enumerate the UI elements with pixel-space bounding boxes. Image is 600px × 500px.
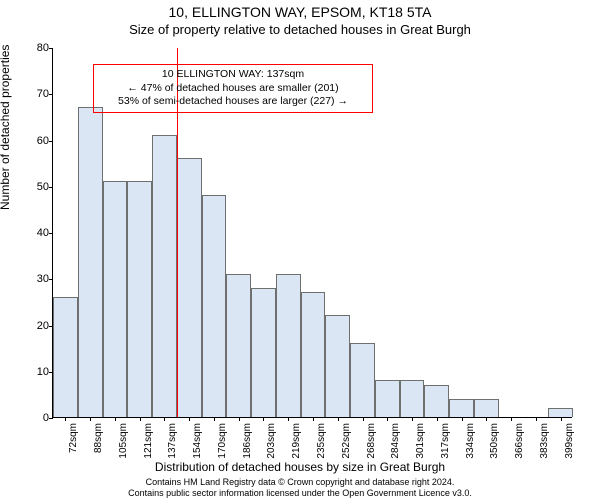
x-tick-label: 350sqm [489, 423, 500, 459]
x-axis-label: Distribution of detached houses by size … [0, 460, 600, 474]
x-tick-label: 170sqm [217, 423, 228, 459]
chart-container: 10, ELLINGTON WAY, EPSOM, KT18 5TA Size … [0, 0, 600, 500]
bar [350, 343, 375, 417]
y-tick-mark [49, 48, 53, 49]
plot-area: 0102030405060708072sqm88sqm105sqm121sqm1… [52, 48, 572, 418]
x-tick-mark [90, 417, 91, 421]
x-tick-mark [412, 417, 413, 421]
footer-line2: Contains public sector information licen… [0, 488, 600, 498]
x-tick-mark [363, 417, 364, 421]
bar [400, 380, 425, 417]
x-tick-label: 317sqm [440, 423, 451, 459]
title-sub: Size of property relative to detached ho… [0, 20, 600, 37]
bar [276, 274, 301, 417]
y-tick-label: 20 [37, 320, 49, 332]
bar [202, 195, 227, 417]
bar [424, 385, 449, 417]
bar [375, 380, 400, 417]
y-tick-mark [49, 233, 53, 234]
bar [78, 107, 103, 417]
y-tick-label: 70 [37, 88, 49, 100]
x-tick-mark [214, 417, 215, 421]
bar [177, 158, 202, 417]
x-tick-mark [561, 417, 562, 421]
x-tick-mark [462, 417, 463, 421]
bar [53, 297, 78, 417]
x-tick-label: 88sqm [93, 423, 104, 453]
x-tick-mark [338, 417, 339, 421]
title-main: 10, ELLINGTON WAY, EPSOM, KT18 5TA [0, 0, 600, 20]
x-tick-label: 154sqm [192, 423, 203, 459]
footer-line1: Contains HM Land Registry data © Crown c… [0, 477, 600, 487]
x-tick-label: 252sqm [341, 423, 352, 459]
x-tick-label: 383sqm [539, 423, 550, 459]
x-tick-label: 186sqm [242, 423, 253, 459]
x-tick-mark [288, 417, 289, 421]
x-tick-label: 235sqm [316, 423, 327, 459]
y-tick-mark [49, 141, 53, 142]
footer-attribution: Contains HM Land Registry data © Crown c… [0, 477, 600, 498]
x-tick-mark [164, 417, 165, 421]
y-tick-label: 50 [37, 181, 49, 193]
x-tick-label: 301sqm [415, 423, 426, 459]
x-tick-label: 105sqm [118, 423, 129, 459]
x-tick-mark [437, 417, 438, 421]
bar [226, 274, 251, 417]
bar [127, 181, 152, 417]
annotation-line: 53% of semi-detached houses are larger (… [100, 95, 366, 109]
annotation-box: 10 ELLINGTON WAY: 137sqm← 47% of detache… [93, 64, 373, 113]
annotation-line: ← 47% of detached houses are smaller (20… [100, 82, 366, 96]
x-tick-mark [189, 417, 190, 421]
bar [449, 399, 474, 418]
y-tick-mark [49, 94, 53, 95]
x-tick-mark [387, 417, 388, 421]
x-tick-label: 399sqm [564, 423, 575, 459]
bar [301, 292, 326, 417]
bar [251, 288, 276, 418]
x-tick-mark [486, 417, 487, 421]
bar [152, 135, 177, 417]
x-tick-mark [140, 417, 141, 421]
x-tick-label: 219sqm [291, 423, 302, 459]
bar [548, 408, 573, 417]
y-tick-label: 60 [37, 135, 49, 147]
y-tick-mark [49, 187, 53, 188]
y-tick-label: 30 [37, 273, 49, 285]
x-tick-label: 284sqm [390, 423, 401, 459]
y-tick-label: 80 [37, 42, 49, 54]
y-tick-label: 40 [37, 227, 49, 239]
x-tick-mark [239, 417, 240, 421]
annotation-line: 10 ELLINGTON WAY: 137sqm [100, 68, 366, 82]
x-tick-label: 268sqm [366, 423, 377, 459]
x-tick-label: 137sqm [167, 423, 178, 459]
y-tick-label: 10 [37, 366, 49, 378]
x-tick-label: 203sqm [266, 423, 277, 459]
y-axis-label: Number of detached properties [0, 45, 12, 210]
x-tick-label: 334sqm [465, 423, 476, 459]
x-tick-label: 72sqm [68, 423, 79, 453]
y-tick-label: 0 [43, 412, 49, 424]
x-tick-mark [263, 417, 264, 421]
x-tick-mark [313, 417, 314, 421]
y-tick-mark [49, 418, 53, 419]
bar [474, 399, 499, 418]
x-tick-mark [536, 417, 537, 421]
x-tick-label: 121sqm [143, 423, 154, 459]
y-tick-mark [49, 279, 53, 280]
x-tick-mark [115, 417, 116, 421]
x-tick-mark [511, 417, 512, 421]
x-tick-mark [65, 417, 66, 421]
bar [325, 315, 350, 417]
bar [103, 181, 128, 417]
x-tick-label: 366sqm [514, 423, 525, 459]
